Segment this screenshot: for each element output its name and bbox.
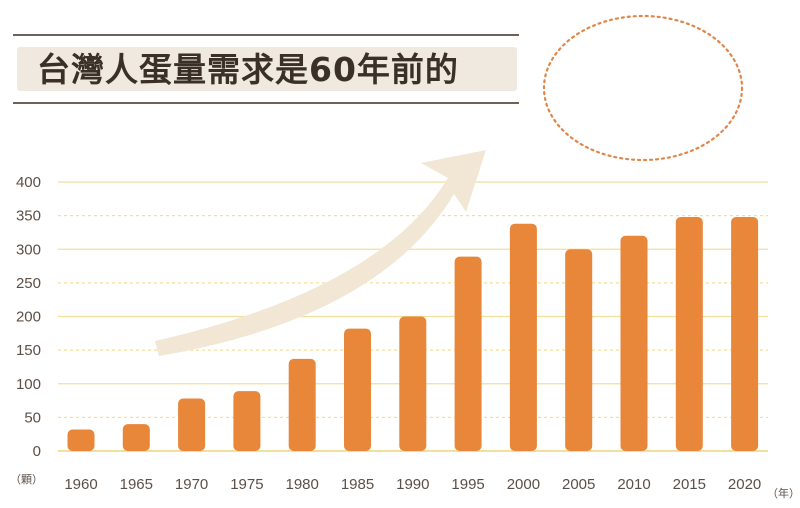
bar-2015 (675, 216, 703, 451)
x-tick-label: 2005 (562, 476, 595, 493)
bar-1995 (454, 256, 482, 451)
bar-1960 (67, 429, 95, 451)
y-tick-label: 0 (33, 443, 41, 460)
chart-title: 台灣人蛋量需求是60年前的 (37, 50, 459, 89)
bar-2020 (731, 216, 759, 451)
x-tick-label: 1995 (451, 476, 484, 493)
x-tick-label: 2000 (507, 476, 540, 493)
bar-1990 (399, 316, 427, 451)
y-tick-label: 200 (16, 309, 41, 326)
x-tick-label: 1960 (64, 476, 97, 493)
dotted-oval (542, 14, 744, 162)
title-top-rule (13, 34, 519, 36)
title-highlight (17, 47, 517, 91)
y-tick-label: 150 (16, 342, 41, 359)
bar-2000 (509, 223, 537, 451)
title-bottom-rule (13, 102, 519, 104)
x-tick-label: 2015 (673, 476, 706, 493)
bar-1975 (233, 391, 261, 451)
y-tick-label: 400 (16, 174, 41, 191)
bar-1970 (178, 398, 206, 451)
x-tick-label: 2020 (728, 476, 761, 493)
x-tick-label: 1980 (286, 476, 319, 493)
x-tick-label: 1975 (230, 476, 263, 493)
bar-1985 (344, 328, 371, 451)
x-axis: 1960 1965 1970 1975 1980 1985 1990 1995 2000 2005… (64, 476, 761, 493)
y-unit-label: （顆） (10, 473, 43, 486)
y-tick-label: 100 (16, 376, 41, 393)
y-tick-label: 300 (16, 241, 41, 258)
bars (67, 216, 759, 451)
title-band: 台灣人蛋量需求是60年前的 (13, 34, 519, 104)
bar-2005 (565, 249, 593, 451)
bar-2010 (620, 235, 648, 451)
y-axis: 0 50 100 150 200 250 300 350 400 (16, 174, 41, 460)
y-tick-label: 350 (16, 208, 41, 225)
x-tick-label: 1985 (341, 476, 374, 493)
rising-arrow-icon (155, 150, 486, 356)
x-tick-label: 2010 (617, 476, 650, 493)
bar-1965 (122, 424, 150, 451)
y-tick-label: 250 (16, 275, 41, 292)
y-tick-label: 50 (24, 409, 41, 426)
x-tick-label: 1990 (396, 476, 429, 493)
bar-1980 (288, 358, 316, 451)
x-tick-label: 1965 (120, 476, 153, 493)
x-tick-label: 1970 (175, 476, 208, 493)
x-unit-label: （年） (767, 486, 800, 500)
